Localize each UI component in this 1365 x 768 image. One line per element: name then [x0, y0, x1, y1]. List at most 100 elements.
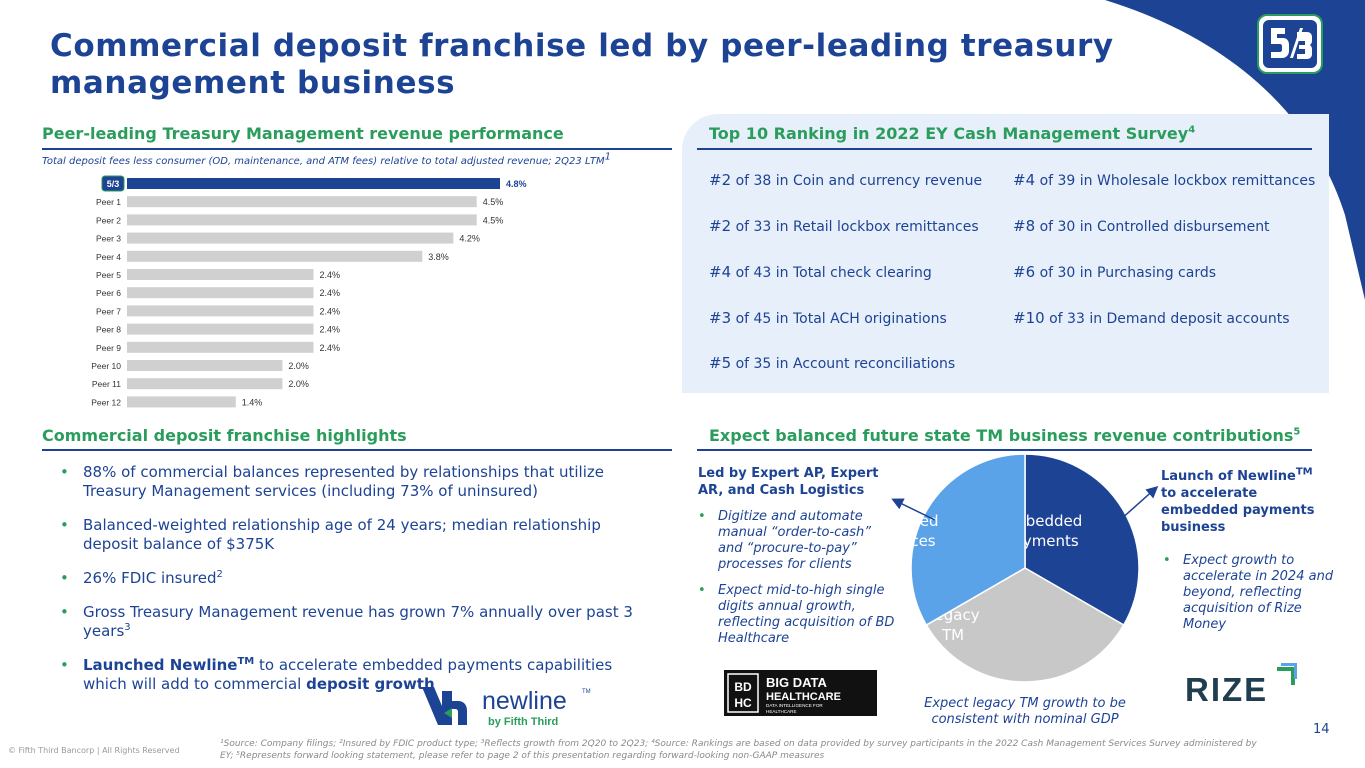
newline-logo: newline TM by Fifth Third: [422, 687, 591, 728]
ey-rank: #3: [709, 309, 732, 327]
highlight-item: Launched NewlineTM to accelerate embedde…: [60, 656, 660, 694]
bar-peer-1: [127, 196, 477, 208]
bar-peer-7: [127, 305, 314, 317]
bar-category-label: Peer 11: [92, 379, 121, 389]
ey-ranking-item: #4 of 39 in Wholesale lockbox remittance…: [1013, 171, 1315, 189]
bar-category-label: Peer 7: [96, 306, 121, 316]
bar-peer-11: [127, 378, 283, 390]
expert-callout-list: Digitize and automate manual “order-to-c…: [698, 509, 898, 657]
newline-tm: TM: [582, 689, 591, 695]
ey-rank-text: of 33 in Retail lockbox remittances: [731, 219, 979, 235]
highlight-item: 88% of commercial balances represented b…: [60, 463, 660, 501]
bar-peer-5: [127, 269, 314, 280]
bar-peer-9: [127, 341, 314, 353]
rize-logo: RIZE: [1185, 663, 1297, 705]
ey-rank: #6: [1013, 263, 1036, 281]
bar-value-label: 2.4%: [320, 288, 341, 298]
bar-category-label: Peer 1: [96, 197, 121, 207]
copyright-notice: © Fifth Third Bancorp | All Rights Reser…: [8, 746, 180, 755]
bar-peer-2: [127, 214, 477, 226]
ey-ranking-item: #5 of 35 in Account reconciliations: [709, 354, 955, 372]
bar-fifth-third: [127, 178, 500, 189]
ey-ranking-heading: Top 10 Ranking in 2022 EY Cash Managemen…: [709, 124, 1196, 143]
bar-value-label: 4.5%: [483, 197, 504, 207]
page-title: Commercial deposit franchise led by peer…: [50, 28, 1114, 101]
ey-ranking-item: #3 of 45 in Total ACH originations: [709, 309, 947, 327]
newline-callout-list: Expect growth to accelerate in 2024 and …: [1163, 553, 1338, 643]
ey-rank-text: of 39 in Wholesale lockbox remittances: [1035, 173, 1316, 189]
expert-callout-item: Digitize and automate manual “order-to-c…: [698, 509, 898, 573]
chart-subtitle: Total deposit fees less consumer (OD, ma…: [42, 151, 611, 167]
bar-category-label: Peer 6: [96, 288, 121, 298]
pie-slice-managed-services: [910, 453, 1026, 627]
svg-text:5/3: 5/3: [107, 179, 120, 189]
fifth-third-bar-logo: 5/3: [101, 175, 125, 192]
big-data-healthcare-logo: BD HC BIG DATA HEALTHCARE DATA INTELLIGE…: [724, 670, 877, 716]
bar-peer-3: [127, 232, 454, 244]
future-state-heading: Expect balanced future state TM business…: [709, 426, 1301, 445]
bdhc-line3: DATA INTELLIGENCE FOR: [766, 703, 823, 708]
newline-callout-heading: Launch of NewlineTM to accelerate embedd…: [1161, 466, 1315, 535]
fifth-third-logo: [1257, 14, 1323, 74]
bar-value-label: 2.0%: [288, 361, 309, 371]
ey-rank: #2: [709, 217, 732, 235]
ey-ranking-item: #6 of 30 in Purchasing cards: [1013, 263, 1216, 281]
tm-revenue-bar-chart: 4.8% 5/3 4.5% Peer 1 4.5% Peer 2 4.2% Peer 3 3.8…: [91, 175, 527, 408]
ey-rank-text: of 43 in Total check clearing: [731, 265, 932, 281]
ey-ranking-item: #10 of 33 in Demand deposit accounts: [1013, 309, 1290, 327]
pie-label: TM: [941, 626, 964, 644]
ey-rank: #5: [709, 354, 732, 372]
bar-value-label: 1.4%: [242, 397, 263, 407]
newline-tagline: by Fifth Third: [488, 716, 558, 728]
bar-peer-8: [127, 323, 314, 335]
newline-wordmark: newline: [482, 687, 567, 715]
ey-ranking-panel: [682, 114, 1329, 393]
tm-heading-rule: [42, 148, 672, 150]
highlight-item: 26% FDIC insured2: [60, 569, 660, 588]
revenue-contribution-pie: EmbeddedPaymentsLegacyTMManagedServices: [880, 453, 1159, 683]
bar-value-label: 2.4%: [320, 270, 341, 280]
ey-heading-rule: [697, 148, 1312, 150]
bdhc-mono-bottom: HC: [734, 696, 752, 710]
bar-category-label: Peer 8: [96, 325, 121, 335]
ey-rank: #2: [709, 171, 732, 189]
ey-rank-text: of 35 in Account reconciliations: [731, 356, 956, 372]
highlights-heading-rule: [42, 449, 672, 451]
bdhc-line1: BIG DATA: [766, 675, 828, 690]
rize-wordmark: RIZE: [1185, 671, 1268, 705]
bar-category-label: Peer 10: [91, 361, 121, 371]
newline-callout-item: Expect growth to accelerate in 2024 and …: [1163, 553, 1338, 633]
bar-category-label: Peer 5: [96, 270, 121, 280]
future-heading-rule: [697, 449, 1312, 451]
tm-performance-heading: Peer-leading Treasury Management revenue…: [42, 124, 564, 143]
bar-value-label: 2.4%: [320, 343, 341, 353]
legacy-tm-note: Expect legacy TM growth to be consistent…: [924, 696, 1126, 727]
bar-peer-12: [127, 396, 236, 408]
ey-rank-text: of 30 in Controlled disbursement: [1035, 219, 1270, 235]
ey-ranking-item: #2 of 38 in Coin and currency revenue: [709, 171, 982, 189]
pie-slice-legacy-tm: [925, 567, 1125, 683]
page-number: 14: [1313, 722, 1330, 737]
bar-value-label: 4.2%: [459, 234, 480, 244]
bar-value-label: 2.4%: [320, 306, 341, 316]
bar-category-label: Peer 2: [96, 215, 121, 225]
arrow-to-newline-callout: [1119, 486, 1159, 521]
bar-value-label: 3.8%: [428, 252, 449, 262]
expert-callout-heading: Led by Expert AP, Expert AR, and Cash Lo…: [698, 466, 879, 498]
highlight-item: Gross Treasury Management revenue has gr…: [60, 603, 660, 641]
bdhc-line2: HEALTHCARE: [766, 691, 841, 703]
bdhc-mono-top: BD: [734, 680, 752, 694]
bar-value-label: 2.4%: [320, 325, 341, 335]
bar-category-label: Peer 12: [91, 397, 121, 407]
bar-peer-4: [127, 250, 423, 262]
arrow-to-expert-callout: [891, 498, 936, 521]
bar-value-label: 2.0%: [288, 379, 309, 389]
ey-rank: #10: [1013, 309, 1045, 327]
highlights-heading: Commercial deposit franchise highlights: [42, 426, 407, 445]
ey-ranking-item: #2 of 33 in Retail lockbox remittances: [709, 217, 979, 235]
bar-category-label: Peer 4: [96, 252, 121, 262]
pie-slice-embedded-payments: [1024, 453, 1140, 627]
bar-value-label: 4.5%: [483, 215, 504, 225]
highlight-item: Balanced-weighted relationship age of 24…: [60, 516, 660, 554]
ey-ranking-item: #8 of 30 in Controlled disbursement: [1013, 217, 1270, 235]
